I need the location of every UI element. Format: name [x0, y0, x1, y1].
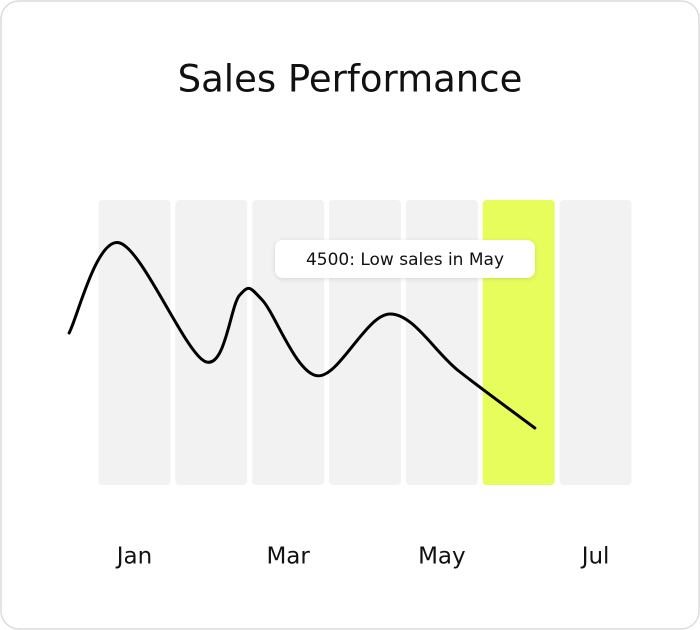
x-tick-label: Jan	[115, 544, 152, 570]
x-tick-label: May	[418, 544, 466, 570]
chart-title: Sales Performance	[178, 58, 523, 101]
annotation-box	[275, 240, 535, 278]
column	[175, 200, 248, 485]
column	[559, 200, 632, 485]
x-tick-label: Mar	[266, 544, 310, 570]
column	[98, 200, 171, 485]
x-tick-label: Jul	[580, 544, 610, 570]
annotation: 4500: Low sales in May	[275, 240, 535, 278]
sales-line	[67, 241, 537, 430]
annotation-text: 4500: Low sales in May	[306, 250, 504, 270]
